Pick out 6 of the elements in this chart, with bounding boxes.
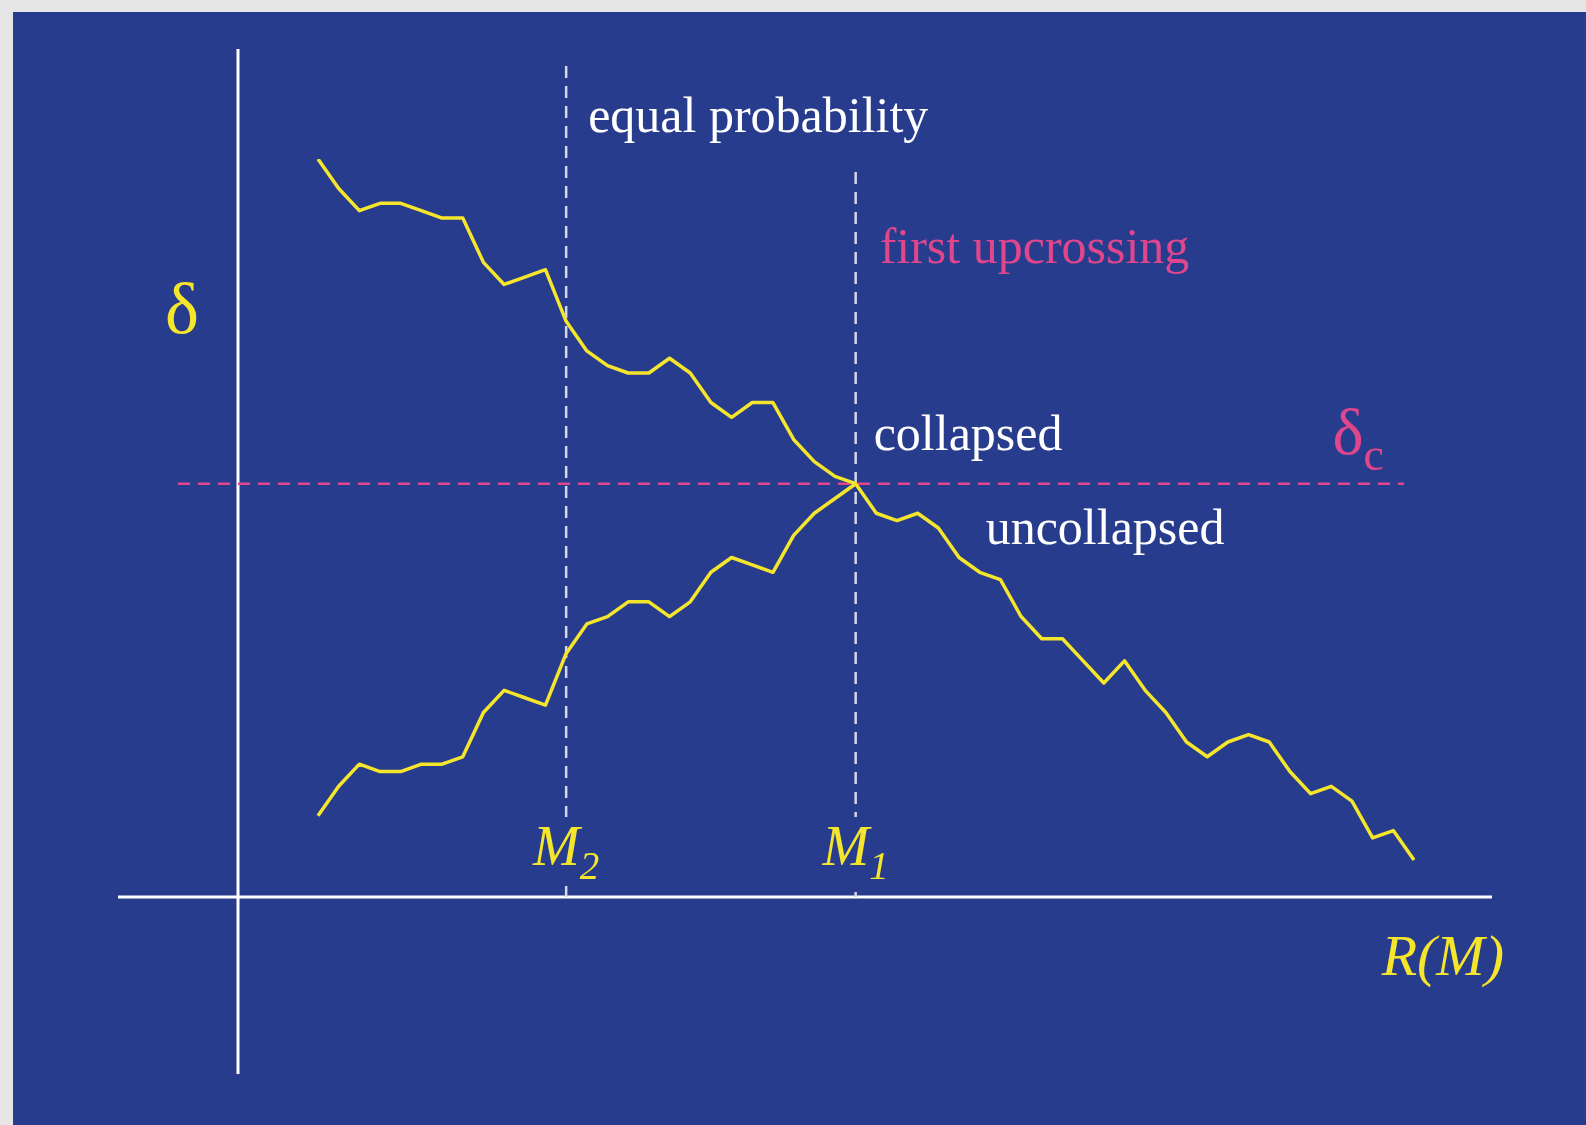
annotation: uncollapsed xyxy=(985,498,1225,555)
annotation: collapsed xyxy=(873,404,1063,461)
x-axis-title: R(M) xyxy=(1380,923,1504,988)
ref-line-label: equal probability xyxy=(588,87,929,143)
annotation: first upcrossing xyxy=(879,218,1190,274)
y-axis-title: δ xyxy=(165,269,199,349)
